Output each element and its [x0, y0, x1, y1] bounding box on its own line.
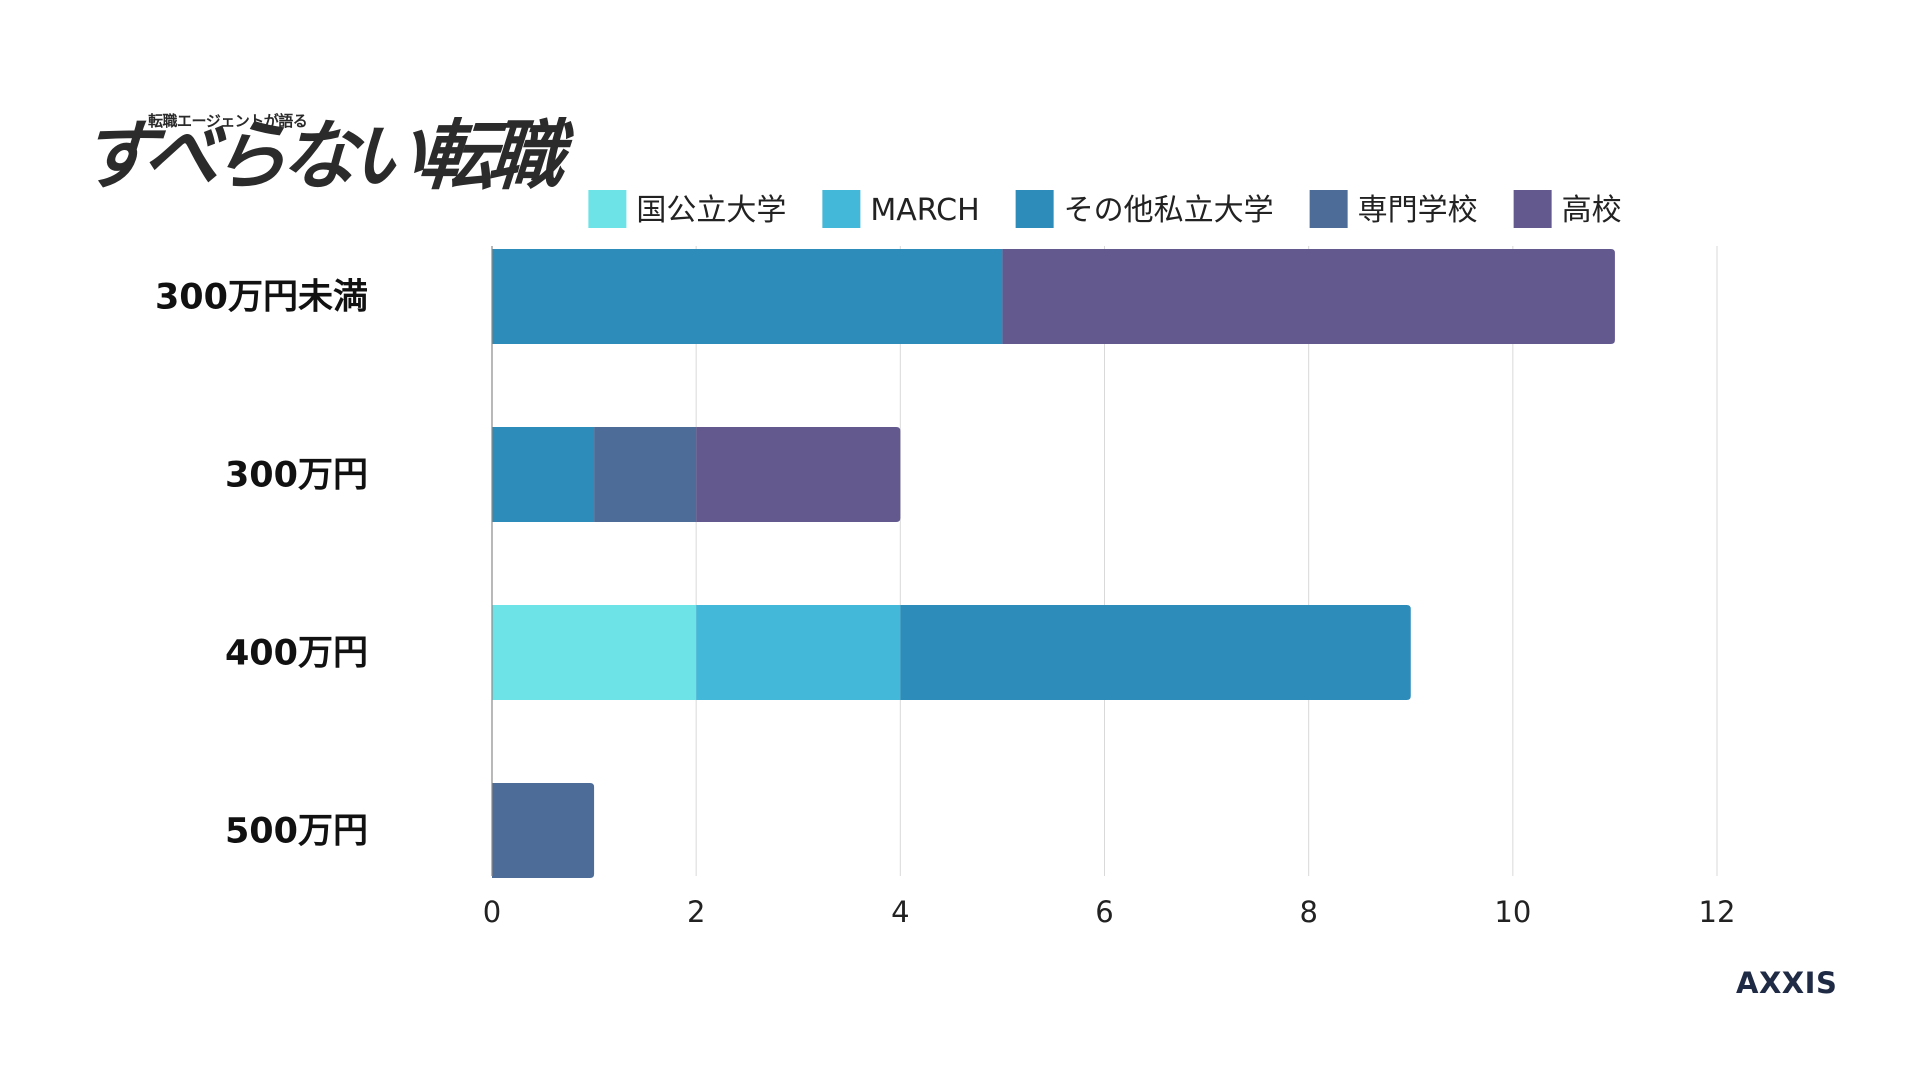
- category-label: 300万円未満: [155, 278, 368, 318]
- legend-swatch: [1309, 190, 1348, 228]
- x-tick-label: 4: [891, 895, 909, 929]
- bar-segment: [492, 605, 697, 700]
- brand-logo: すべらない転職 転職エージェントが語る: [40, 46, 560, 200]
- axxis-logo: AXXIS: [1736, 966, 1838, 1000]
- legend-label: 高校: [1562, 193, 1622, 228]
- bar-segment: [900, 605, 1411, 700]
- category-labels: 300万円未満 300万円 400万円 500万円: [155, 278, 368, 852]
- x-tick-label: 10: [1494, 895, 1531, 929]
- legend-label: その他私立大学: [1064, 193, 1274, 228]
- x-tick-label: 6: [1095, 895, 1113, 929]
- x-tick-labels: 0 2 4 6 8 10 12: [483, 895, 1736, 929]
- chart-gridlines: [695, 246, 1718, 876]
- category-label: 300万円: [225, 456, 368, 496]
- bar-segment: [696, 605, 901, 700]
- brand-tagline: 転職エージェントが語る: [148, 112, 308, 130]
- legend-label: 専門学校: [1358, 193, 1478, 228]
- legend-swatch: [822, 190, 861, 228]
- bar-segment: [696, 427, 901, 522]
- category-label: 400万円: [225, 634, 368, 674]
- x-tick-label: 12: [1699, 895, 1736, 929]
- chart-legend: 国公立大学 MARCH その他私立大学 専門学校 高校: [588, 190, 1622, 228]
- category-label: 500万円: [225, 812, 368, 852]
- x-tick-label: 8: [1299, 895, 1317, 929]
- chart-bars: [492, 249, 1615, 878]
- legend-swatch: [1513, 190, 1552, 228]
- legend-label: MARCH: [870, 193, 979, 228]
- x-tick-label: 0: [483, 895, 501, 929]
- bar-segment: [594, 427, 697, 522]
- x-tick-label: 2: [687, 895, 705, 929]
- bar-segment: [492, 783, 595, 878]
- bar-segment: [492, 427, 595, 522]
- bar-segment: [1002, 249, 1615, 344]
- legend-swatch: [1015, 190, 1054, 228]
- legend-swatch: [588, 190, 627, 228]
- bar-segment: [492, 249, 1003, 344]
- legend-label: 国公立大学: [636, 193, 786, 228]
